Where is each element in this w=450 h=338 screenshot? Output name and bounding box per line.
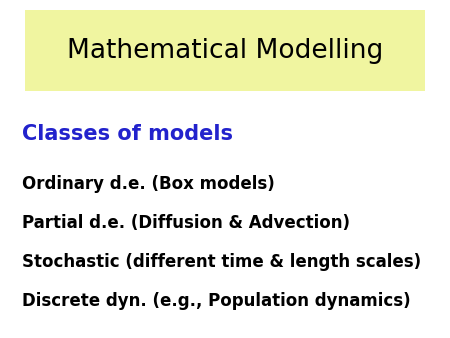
Text: Classes of models: Classes of models xyxy=(22,123,234,144)
Text: Mathematical Modelling: Mathematical Modelling xyxy=(67,38,383,64)
Text: Partial d.e. (Diffusion & Advection): Partial d.e. (Diffusion & Advection) xyxy=(22,214,351,232)
Text: Discrete dyn. (e.g., Population dynamics): Discrete dyn. (e.g., Population dynamics… xyxy=(22,292,411,310)
Text: Stochastic (different time & length scales): Stochastic (different time & length scal… xyxy=(22,253,422,271)
Text: Ordinary d.e. (Box models): Ordinary d.e. (Box models) xyxy=(22,175,275,193)
FancyBboxPatch shape xyxy=(25,10,425,91)
